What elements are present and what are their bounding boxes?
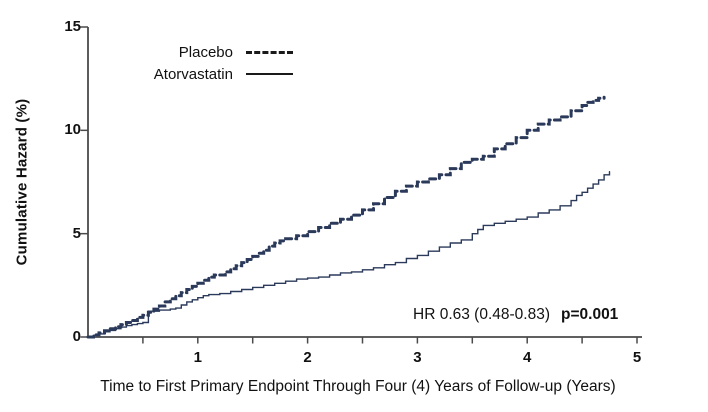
x-tick-label-2: 2	[303, 349, 312, 366]
legend-row-placebo: Placebo	[118, 41, 293, 63]
x-tick-label-5: 5	[632, 349, 642, 366]
legend-solid-line-sample	[246, 73, 293, 75]
y-axis-title: Cumulative Hazard (%)	[13, 98, 31, 266]
y-tick-label-15: 15	[64, 17, 81, 35]
legend: Placebo Atorvastatin	[118, 41, 293, 85]
y-tick-label-5: 5	[72, 224, 81, 242]
legend-row-atorvastatin: Atorvastatin	[118, 63, 293, 85]
p-value-text: p=0.001	[561, 306, 619, 323]
legend-label-atorvastatin: Atorvastatin	[153, 65, 233, 83]
legend-dashed-line-sample	[246, 50, 293, 54]
x-axis-title: Time to First Primary Endpoint Through F…	[100, 378, 616, 395]
x-tick-label-3: 3	[413, 349, 422, 366]
legend-label-placebo: Placebo	[178, 43, 233, 61]
hazard-ratio-annotation: HR 0.63 (0.48-0.83) p=0.001	[413, 306, 618, 324]
x-tick-label-1: 1	[193, 349, 202, 366]
y-tick-label-0: 0	[72, 328, 81, 345]
atorvastatin-curve	[87, 171, 611, 338]
hr-value-text: HR 0.63 (0.48-0.83)	[413, 306, 550, 323]
x-tick-label-4: 4	[523, 349, 532, 366]
y-tick-label-10: 10	[64, 121, 81, 139]
